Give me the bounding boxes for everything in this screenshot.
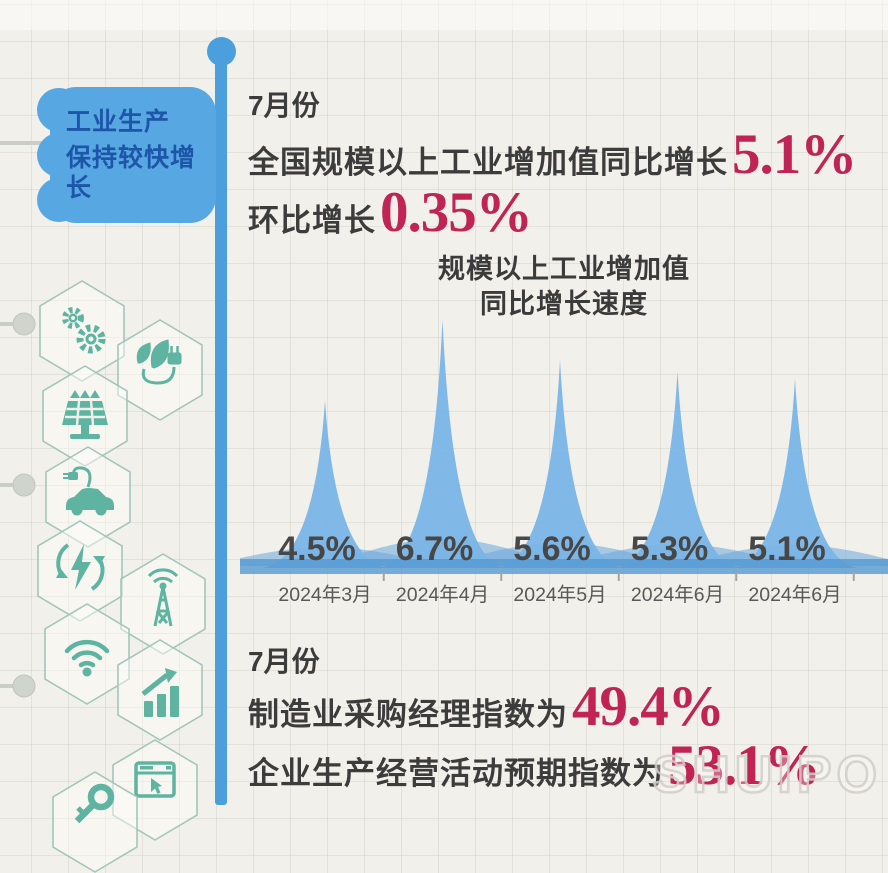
- peak-value-label: 5.6%: [513, 530, 591, 568]
- peak-spike: [614, 371, 741, 568]
- flag-scallop: [37, 88, 81, 132]
- flag-callout: 工业生产 保持较快增长: [37, 87, 216, 223]
- top-stat-row-2: 环比增长 0.35%: [248, 181, 533, 244]
- pin-marker: [0, 673, 40, 704]
- growth-chart-icon: [141, 668, 179, 717]
- peak-value-label: 5.3%: [631, 530, 709, 568]
- peak-value-label: 6.7%: [396, 530, 474, 568]
- bottom-stat-row-1: 制造业采购经理指数为 49.4%: [248, 675, 725, 738]
- flag-title-line1: 工业生产: [66, 108, 171, 136]
- gears-icon: [62, 307, 106, 354]
- axis-category-label: 2024年4月: [396, 584, 489, 606]
- peak-spike: [379, 319, 506, 568]
- spike-chart-plot: 4.5% 6.7% 5.6% 5.3% 5.1% 2024年3月 2024年4月 2024年5…: [240, 319, 888, 606]
- growth-rate-chart: 规模以上工业增加值 同比增长速度 4.5% 6.7% 5.6% 5.3% 5.1% 202…: [240, 252, 888, 644]
- energy-recycle-icon: [56, 543, 105, 591]
- peak-spike: [262, 400, 388, 568]
- peak-value-label: 5.1%: [748, 530, 826, 568]
- flag-title-line2: 保持较快增长: [66, 144, 197, 202]
- bottom-stat-2-text: 企业生产经营活动预期指数为: [248, 756, 664, 791]
- peak-value-label: 4.5%: [278, 530, 356, 568]
- browser-icon: [134, 761, 176, 798]
- flag-scallop: [37, 133, 81, 177]
- bottom-stat-1-value: 49.4%: [572, 675, 725, 738]
- chart-title-line1: 规模以上工业增加值: [438, 254, 690, 284]
- bottom-period-label: 7月份: [248, 646, 320, 677]
- leaf-plug-icon: [136, 339, 182, 385]
- top-stat-1-value: 5.1%: [732, 123, 857, 186]
- pin-marker: [0, 472, 40, 503]
- peak-spike: [732, 378, 858, 568]
- hex-key: [51, 771, 139, 873]
- hex-leaf-plug: [116, 319, 204, 421]
- bottom-stat-row-2: 企业生产经营活动预期指数为 53.1%: [248, 734, 821, 797]
- antenna-icon: [147, 568, 179, 627]
- peak-spike: [497, 360, 623, 568]
- electric-car-icon: [63, 466, 114, 516]
- hex-electric-car: [44, 446, 132, 548]
- top-period-label: 7月份: [248, 90, 320, 121]
- top-band: [0, 0, 888, 30]
- watermark: SHUIPO: [651, 745, 882, 806]
- hex-wifi: [43, 603, 131, 705]
- hex-solar-panel: [41, 365, 129, 467]
- chart-title-line2: 同比增长速度: [480, 289, 648, 319]
- bottom-stat-1-text: 制造业采购经理指数为: [248, 697, 568, 732]
- pin-marker: [0, 311, 40, 342]
- wifi-icon: [64, 639, 110, 677]
- axis-category-label: 2024年3月: [278, 584, 371, 606]
- timeline-pole: [215, 56, 227, 805]
- top-stat-2-text: 环比增长: [248, 203, 376, 238]
- top-stat-2-value: 0.35%: [380, 181, 533, 244]
- hex-antenna: [119, 553, 207, 655]
- hex-energy-recycle: [36, 520, 124, 622]
- chart-baseline-band: [240, 559, 888, 574]
- axis-category-label: 2024年6月: [748, 584, 841, 606]
- bottom-stat-2-value: 53.1%: [668, 734, 821, 797]
- axis-category-label: 2024年6月: [631, 584, 724, 606]
- top-stat-1-text: 全国规模以上工业增加值同比增长: [248, 145, 728, 180]
- hex-growth-chart: [116, 639, 204, 741]
- hex-gears: [38, 280, 126, 382]
- top-stat-row-1: 全国规模以上工业增加值同比增长 5.1%: [248, 123, 857, 186]
- flag-scallop: [37, 178, 81, 222]
- axis-category-label: 2024年5月: [513, 584, 606, 606]
- solar-panel-icon: [62, 390, 108, 439]
